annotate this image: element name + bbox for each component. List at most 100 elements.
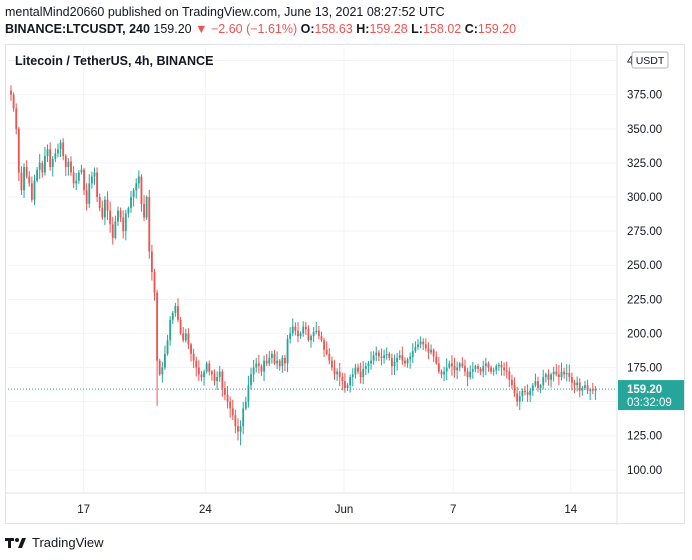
candle-body (424, 344, 427, 349)
symbol-label[interactable]: BINANCE:LTCUSDT, 240 (5, 22, 150, 36)
candle-body (297, 330, 299, 337)
x-tick-label: Jun (335, 504, 354, 516)
candle-body (122, 217, 125, 232)
candle-body (299, 333, 302, 337)
candle-body (265, 360, 268, 364)
candle-body (184, 333, 187, 341)
candle-body (156, 292, 159, 361)
candle-body (508, 371, 511, 380)
candle-body (80, 169, 83, 173)
candle-body (432, 349, 435, 357)
candle-body (239, 426, 242, 432)
candle-body (445, 367, 448, 372)
candle-body (513, 385, 516, 394)
candle-body (49, 149, 52, 168)
candle-body (568, 372, 571, 378)
candle-body (177, 306, 179, 320)
candle-body (130, 197, 132, 208)
price-chart[interactable]: 400.00375.00350.00325.00300.00275.00250.… (6, 45, 686, 525)
candle-body (59, 142, 62, 150)
candle-body (333, 367, 336, 375)
candle-body (531, 385, 534, 391)
candle-body (67, 161, 70, 168)
candle-body (518, 396, 521, 402)
candle-body (547, 374, 550, 380)
candle-body (544, 374, 547, 378)
candle-body (344, 381, 346, 388)
candle-body (135, 183, 138, 191)
candle-body (158, 360, 161, 375)
candle-body (25, 167, 28, 177)
candle-body (101, 207, 104, 218)
candle-body (404, 360, 406, 364)
candle-body (490, 367, 492, 372)
candle-body (584, 385, 586, 388)
x-tick-label: 7 (450, 504, 456, 516)
candle-body (221, 371, 224, 388)
chart-frame[interactable]: 400.00375.00350.00325.00300.00275.00250.… (5, 44, 686, 525)
candle-body (492, 370, 495, 372)
candle-body (505, 370, 508, 372)
candle-body (148, 197, 151, 252)
candle-body (419, 341, 422, 345)
candle-body (70, 161, 72, 173)
candle-body (179, 319, 182, 334)
candle-body (106, 199, 109, 211)
candle-body (362, 368, 365, 378)
candle-body (33, 180, 36, 200)
candle-body (72, 172, 75, 184)
tradingview-logo-icon[interactable] (5, 536, 27, 550)
candle-body (187, 333, 190, 345)
candle-body (516, 393, 519, 402)
candle-body (422, 341, 425, 345)
candle-body (370, 360, 372, 364)
candle-body (213, 374, 216, 382)
candle-body (161, 367, 164, 375)
candle-body (226, 394, 229, 402)
y-tick-label: 225.00 (627, 294, 662, 306)
candle-body (359, 371, 362, 378)
candle-body (119, 210, 122, 218)
candle-body (521, 390, 524, 397)
candle-body (192, 353, 195, 361)
candle-body (90, 176, 93, 184)
candle-body (197, 367, 200, 375)
candle-body (435, 356, 438, 364)
candle-body (310, 336, 312, 341)
candle-body (341, 377, 344, 382)
currency-badge (631, 51, 669, 69)
candle-body (406, 359, 409, 364)
candle-body (137, 176, 140, 184)
candle-body (203, 371, 205, 378)
footer-brand[interactable]: TradingView (32, 535, 104, 550)
last-price: 159.20 (153, 22, 192, 36)
x-tick-label: 17 (77, 504, 90, 516)
candle-body (166, 340, 169, 354)
candle-body (471, 368, 474, 372)
candle-body (23, 167, 25, 191)
candle-body (273, 353, 276, 364)
candle-body (83, 169, 85, 191)
candle-body (88, 183, 91, 204)
candle-body (132, 190, 135, 198)
candle-body (312, 332, 315, 337)
candle-body (393, 362, 396, 367)
y-tick-label: 300.00 (627, 192, 662, 204)
candle-body (565, 372, 568, 375)
candle-body (401, 355, 404, 361)
candle-body (210, 371, 213, 375)
candle-body (338, 371, 341, 378)
candle-body (284, 357, 286, 364)
candle-body (500, 364, 503, 368)
candle-body (281, 357, 284, 367)
chart-title: Litecoin / TetherUS, 4h, BINANCE (15, 54, 213, 68)
candle-body (336, 371, 339, 375)
candle-body (54, 153, 57, 159)
candle-body (589, 389, 592, 391)
candle-body (594, 389, 597, 391)
candle-body (15, 108, 18, 129)
symbol-info-line: BINANCE:LTCUSDT, 240 159.20 ▼ −2.60 (−1.… (5, 22, 516, 36)
candle-body (576, 382, 579, 386)
candle-body (511, 379, 513, 386)
candle-body (571, 377, 573, 383)
